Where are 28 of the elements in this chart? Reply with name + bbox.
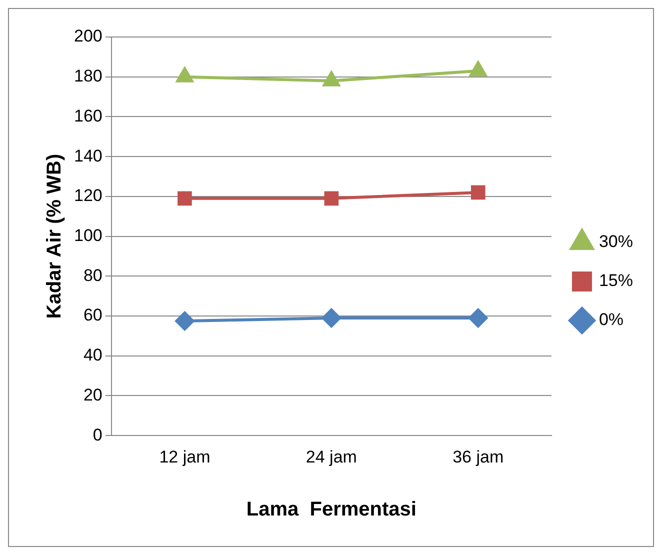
point [324, 191, 339, 206]
point [470, 185, 486, 200]
y-tick-label: 140 [74, 146, 102, 166]
y-tick-label: 80 [83, 266, 102, 285]
y-tick-label: 120 [74, 186, 102, 206]
x-tick-label: 24 jam [306, 447, 357, 466]
y-tick-label: 180 [74, 66, 102, 86]
point [175, 312, 194, 331]
x-tick-label: 36 jam [452, 447, 504, 466]
y-tick-label: 200 [74, 26, 102, 46]
point [468, 308, 488, 328]
point [176, 67, 194, 82]
x-tick-label: 12 jam [159, 447, 210, 466]
y-tick-label: 100 [74, 226, 102, 245]
point [178, 191, 192, 206]
legend-label: 30% [598, 232, 634, 252]
point [470, 61, 487, 76]
legend-label: 0% [598, 310, 624, 330]
point [322, 308, 341, 328]
legend-label: 15% [598, 271, 634, 290]
x-axis-title: Lama Fermentasi [246, 498, 416, 521]
y-axis-title: Kadar Air (% WB) [44, 154, 66, 319]
y-tick-label: 0 [92, 425, 102, 444]
point [322, 71, 340, 86]
y-tick-label: 20 [83, 385, 102, 404]
y-tick-label: 60 [83, 306, 102, 325]
y-tick-label: 160 [74, 106, 102, 126]
y-tick-label: 40 [83, 346, 102, 365]
